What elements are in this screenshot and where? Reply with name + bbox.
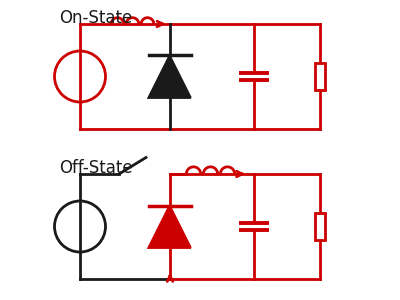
Polygon shape [149, 56, 191, 98]
FancyBboxPatch shape [315, 213, 325, 240]
Text: On-State: On-State [59, 9, 132, 27]
Text: Off-State: Off-State [59, 159, 133, 177]
Polygon shape [149, 206, 191, 248]
Circle shape [54, 51, 106, 102]
FancyBboxPatch shape [315, 63, 325, 90]
Circle shape [54, 201, 106, 252]
